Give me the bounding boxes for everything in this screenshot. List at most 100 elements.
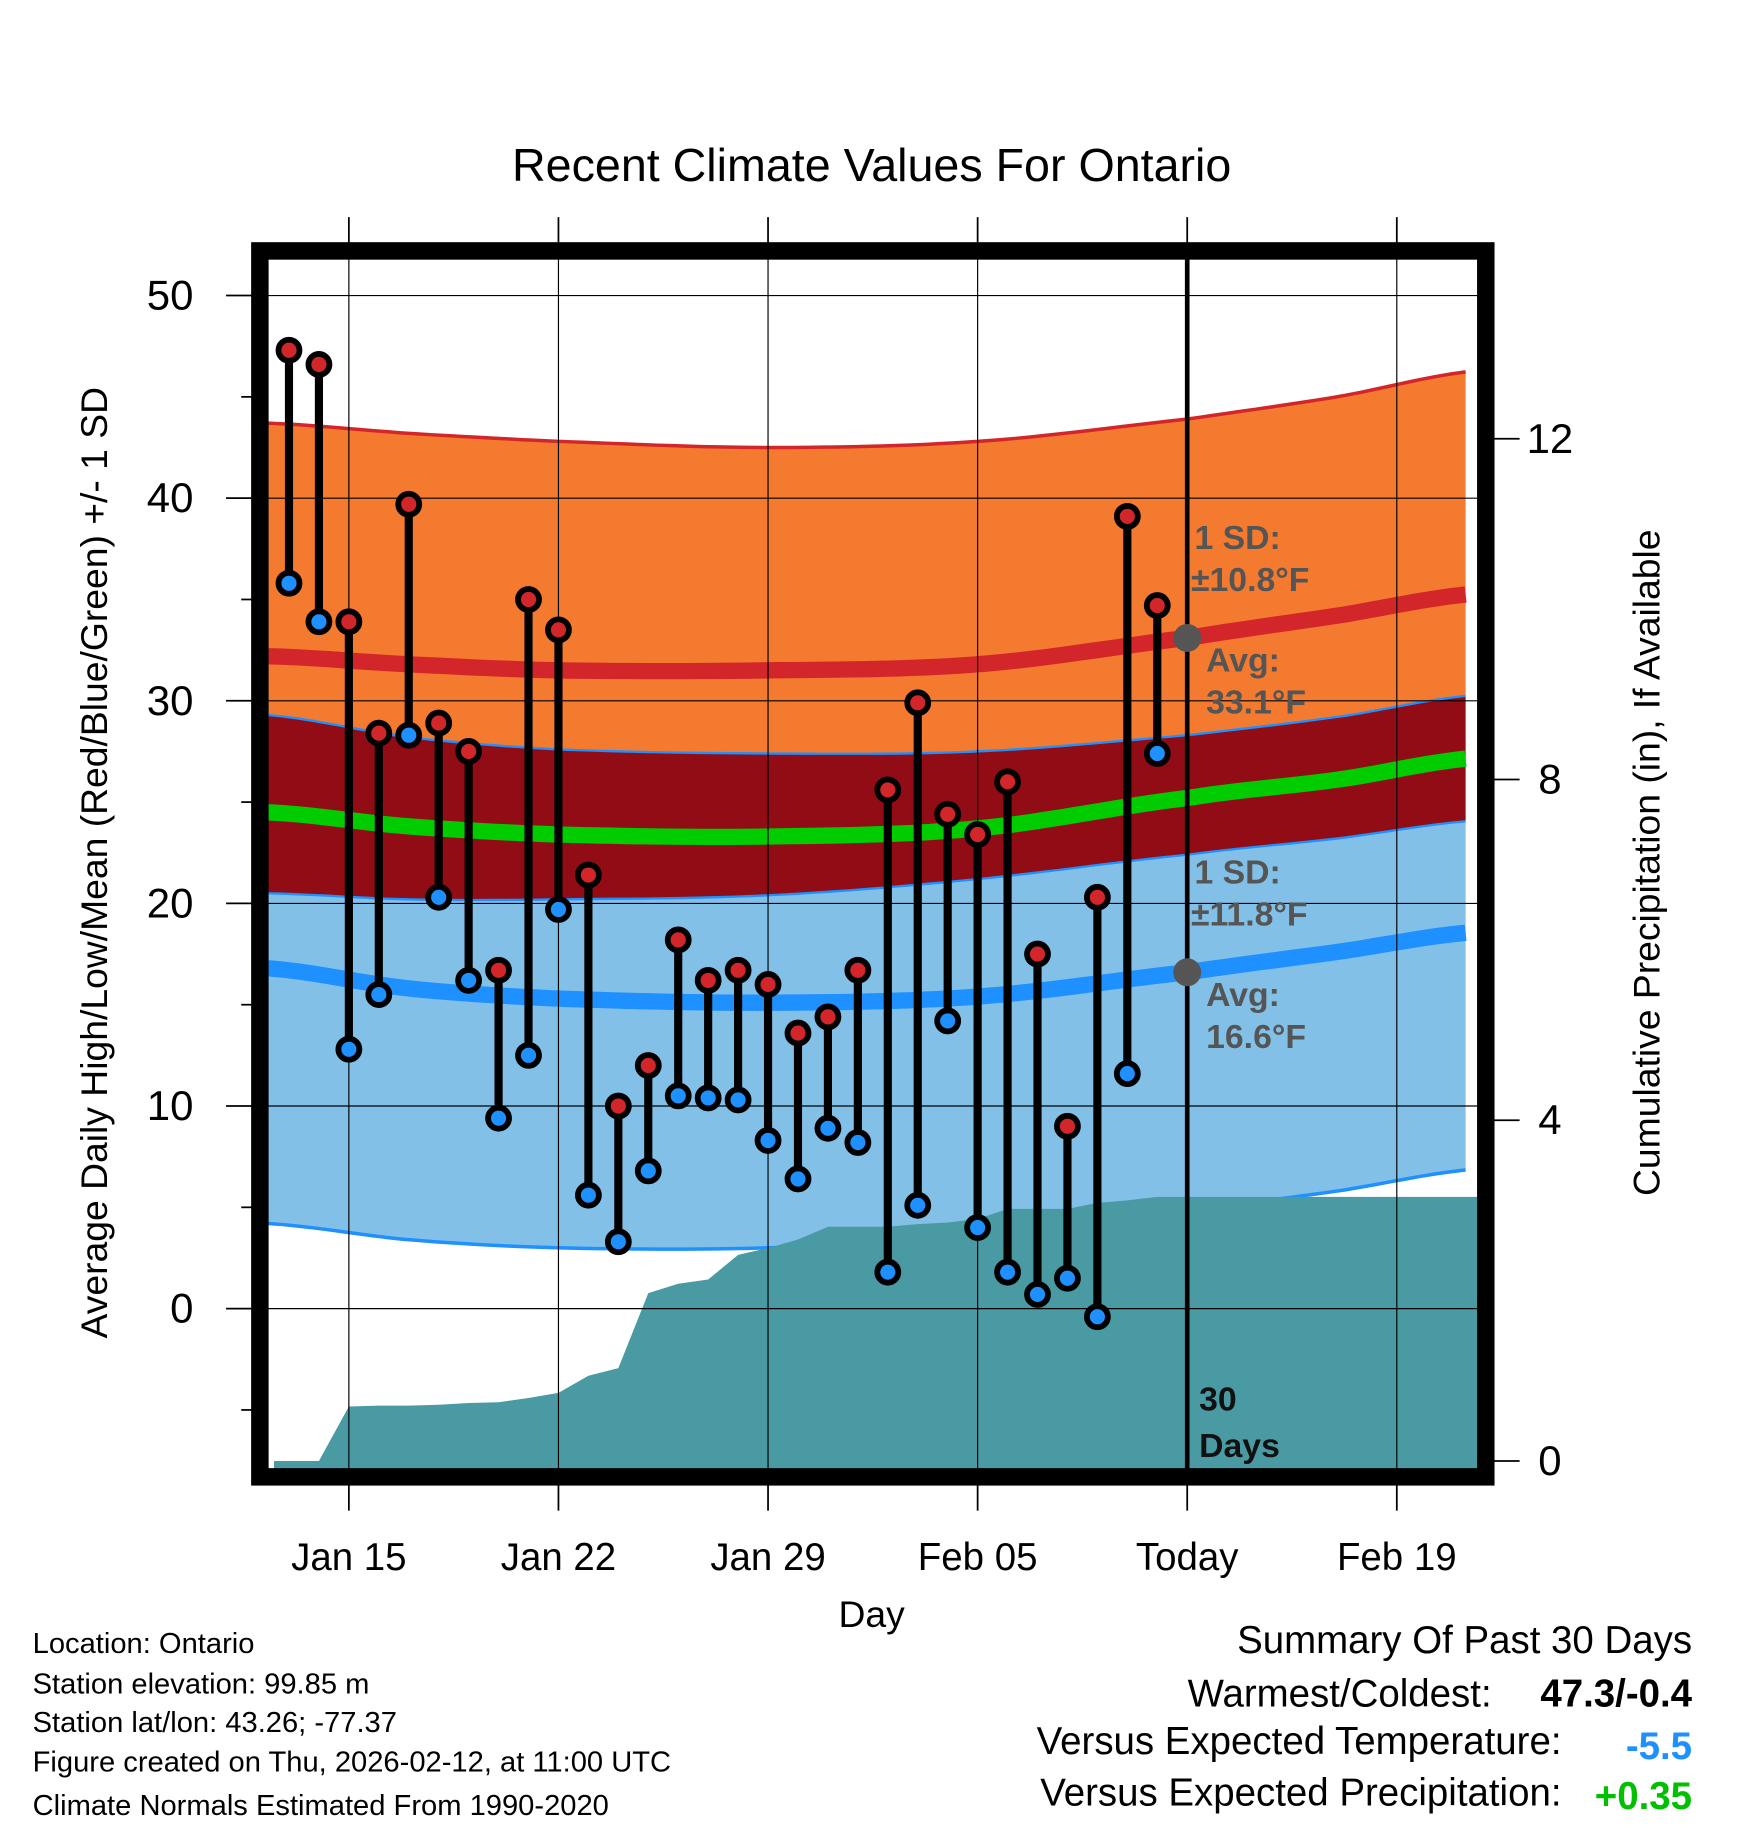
warmest-label: Warmest/Coldest: bbox=[1188, 1672, 1492, 1715]
daily-high-point bbox=[814, 1003, 842, 1031]
daily-high-point bbox=[634, 1052, 662, 1079]
y2-tick-label: 0 bbox=[1538, 1437, 1561, 1484]
low-avg-value: 16.6°F bbox=[1206, 1018, 1306, 1056]
daily-low-point bbox=[365, 981, 393, 1008]
x-tick-label: Today bbox=[1136, 1536, 1239, 1579]
y2-tick-label: 8 bbox=[1538, 755, 1561, 802]
high-avg-marker bbox=[1173, 623, 1202, 652]
daily-high-point bbox=[1024, 940, 1051, 968]
summary-title: Summary Of Past 30 Days bbox=[1237, 1619, 1692, 1662]
high-avg-value: 33.1°F bbox=[1206, 684, 1306, 722]
daily-low-point bbox=[634, 1157, 662, 1185]
daily-high-point bbox=[964, 821, 992, 848]
daily-low-point bbox=[305, 608, 333, 636]
annotations: 1 SD: ±10.8°F Avg: 33.1°F 1 SD: ±11.8°F … bbox=[1191, 519, 1309, 1465]
daily-low-point bbox=[1054, 1264, 1081, 1292]
chart-title: Recent Climate Values For Ontario bbox=[512, 139, 1231, 191]
high-sd-band bbox=[268, 371, 1466, 754]
daily-high-point bbox=[545, 616, 572, 644]
daily-high-point bbox=[515, 586, 542, 613]
x-tick-label: Feb 19 bbox=[1337, 1536, 1457, 1579]
daily-low-point bbox=[934, 1007, 962, 1035]
daily-high-point bbox=[275, 336, 303, 364]
low-avg-marker bbox=[1173, 958, 1202, 987]
low-avg-label: Avg: bbox=[1206, 976, 1280, 1014]
y-tick-label: 20 bbox=[147, 879, 194, 926]
daily-high-point bbox=[604, 1092, 632, 1120]
daily-low-point bbox=[724, 1086, 752, 1114]
low-sd-value: ±11.8°F bbox=[1191, 896, 1308, 934]
daily-low-point bbox=[694, 1084, 722, 1112]
daily-low-point bbox=[1024, 1281, 1051, 1308]
normal-high-line bbox=[268, 586, 1467, 680]
location-text: Location: Ontario bbox=[33, 1628, 255, 1660]
y-tick-label: 50 bbox=[147, 272, 194, 319]
days-word-label: Days bbox=[1199, 1427, 1280, 1465]
high-sd-label: 1 SD: bbox=[1194, 519, 1280, 557]
daily-low-point bbox=[664, 1082, 692, 1110]
y-tick-label: 40 bbox=[147, 474, 194, 521]
daily-low-point bbox=[425, 883, 453, 911]
high-upper-line bbox=[268, 370, 1466, 450]
x-tick-label: Jan 15 bbox=[291, 1536, 406, 1579]
daily-low-point bbox=[754, 1127, 782, 1154]
daily-high-point bbox=[754, 971, 782, 998]
daily-low-point bbox=[1113, 1060, 1141, 1087]
daily-low-point bbox=[335, 1035, 363, 1063]
daily-high-point bbox=[724, 956, 752, 984]
precip-area bbox=[274, 1196, 1478, 1469]
daily-low-point bbox=[1143, 740, 1171, 767]
daily-high-point bbox=[934, 800, 962, 828]
daily-high-point bbox=[305, 351, 333, 378]
daily-high-point bbox=[485, 956, 512, 984]
precip-departure-value: +0.35 bbox=[1595, 1775, 1692, 1818]
daily-high-point bbox=[694, 966, 722, 994]
latlon-text: Station lat/lon: 43.26; -77.37 bbox=[33, 1707, 397, 1739]
daily-low-point bbox=[994, 1258, 1021, 1286]
y-axis-label: Average Daily High/Low/Mean (Red/Blue/Gr… bbox=[73, 387, 115, 1338]
elevation-text: Station elevation: 99.85 m bbox=[33, 1669, 370, 1701]
high-avg-label: Avg: bbox=[1206, 642, 1280, 680]
daily-high-point bbox=[365, 719, 393, 747]
y2-axis-label: Cumulative Precipitation (in), If Availa… bbox=[1625, 529, 1667, 1196]
daily-high-point bbox=[874, 776, 902, 804]
created-text: Figure created on Thu, 2026-02-12, at 11… bbox=[33, 1747, 671, 1779]
x-tick-label: Jan 29 bbox=[710, 1536, 825, 1579]
footer-info: Location: Ontario Station elevation: 99.… bbox=[33, 1628, 671, 1822]
x-axis-label: Day bbox=[839, 1593, 906, 1635]
summary-panel: Summary Of Past 30 Days Warmest/Coldest:… bbox=[1037, 1619, 1693, 1818]
daily-low-point bbox=[964, 1214, 992, 1241]
daily-high-point bbox=[994, 768, 1021, 796]
daily-high-point bbox=[1143, 592, 1171, 619]
daily-high-point bbox=[664, 926, 692, 954]
daily-low-point bbox=[844, 1129, 872, 1156]
daily-low-point bbox=[275, 569, 303, 597]
normals-text: Climate Normals Estimated From 1990-2020 bbox=[33, 1790, 609, 1822]
axes: Jan 15 Jan 22 Jan 29 Feb 05 Today Feb 19 0 10 20… bbox=[147, 217, 1573, 1579]
plot-frame bbox=[251, 242, 1495, 1486]
daily-low-point bbox=[1083, 1303, 1111, 1331]
daily-high-point bbox=[574, 861, 602, 889]
y2-tick-label: 4 bbox=[1538, 1096, 1561, 1143]
y2-tick-label: 12 bbox=[1527, 415, 1574, 462]
daily-low-point bbox=[395, 721, 423, 749]
daily-high-point bbox=[455, 738, 483, 765]
daily-low-point bbox=[874, 1258, 902, 1286]
daily-high-point bbox=[904, 689, 932, 717]
daily-high-point bbox=[784, 1019, 812, 1047]
temp-departure-label: Versus Expected Temperature: bbox=[1037, 1720, 1562, 1763]
daily-low-point bbox=[904, 1191, 932, 1219]
low-sd-band bbox=[268, 821, 1466, 1250]
daily-high-point bbox=[425, 709, 453, 737]
y-tick-label: 10 bbox=[147, 1082, 194, 1129]
days-count-label: 30 bbox=[1199, 1380, 1237, 1418]
temp-departure-value: -5.5 bbox=[1626, 1725, 1692, 1768]
daily-high-point bbox=[1113, 503, 1141, 530]
x-tick-label: Feb 05 bbox=[918, 1536, 1038, 1579]
daily-low-point bbox=[455, 966, 483, 994]
daily-low-point bbox=[485, 1104, 512, 1132]
daily-high-point bbox=[1083, 883, 1111, 911]
daily-high-point bbox=[1054, 1112, 1081, 1140]
daily-low-point bbox=[604, 1228, 632, 1256]
